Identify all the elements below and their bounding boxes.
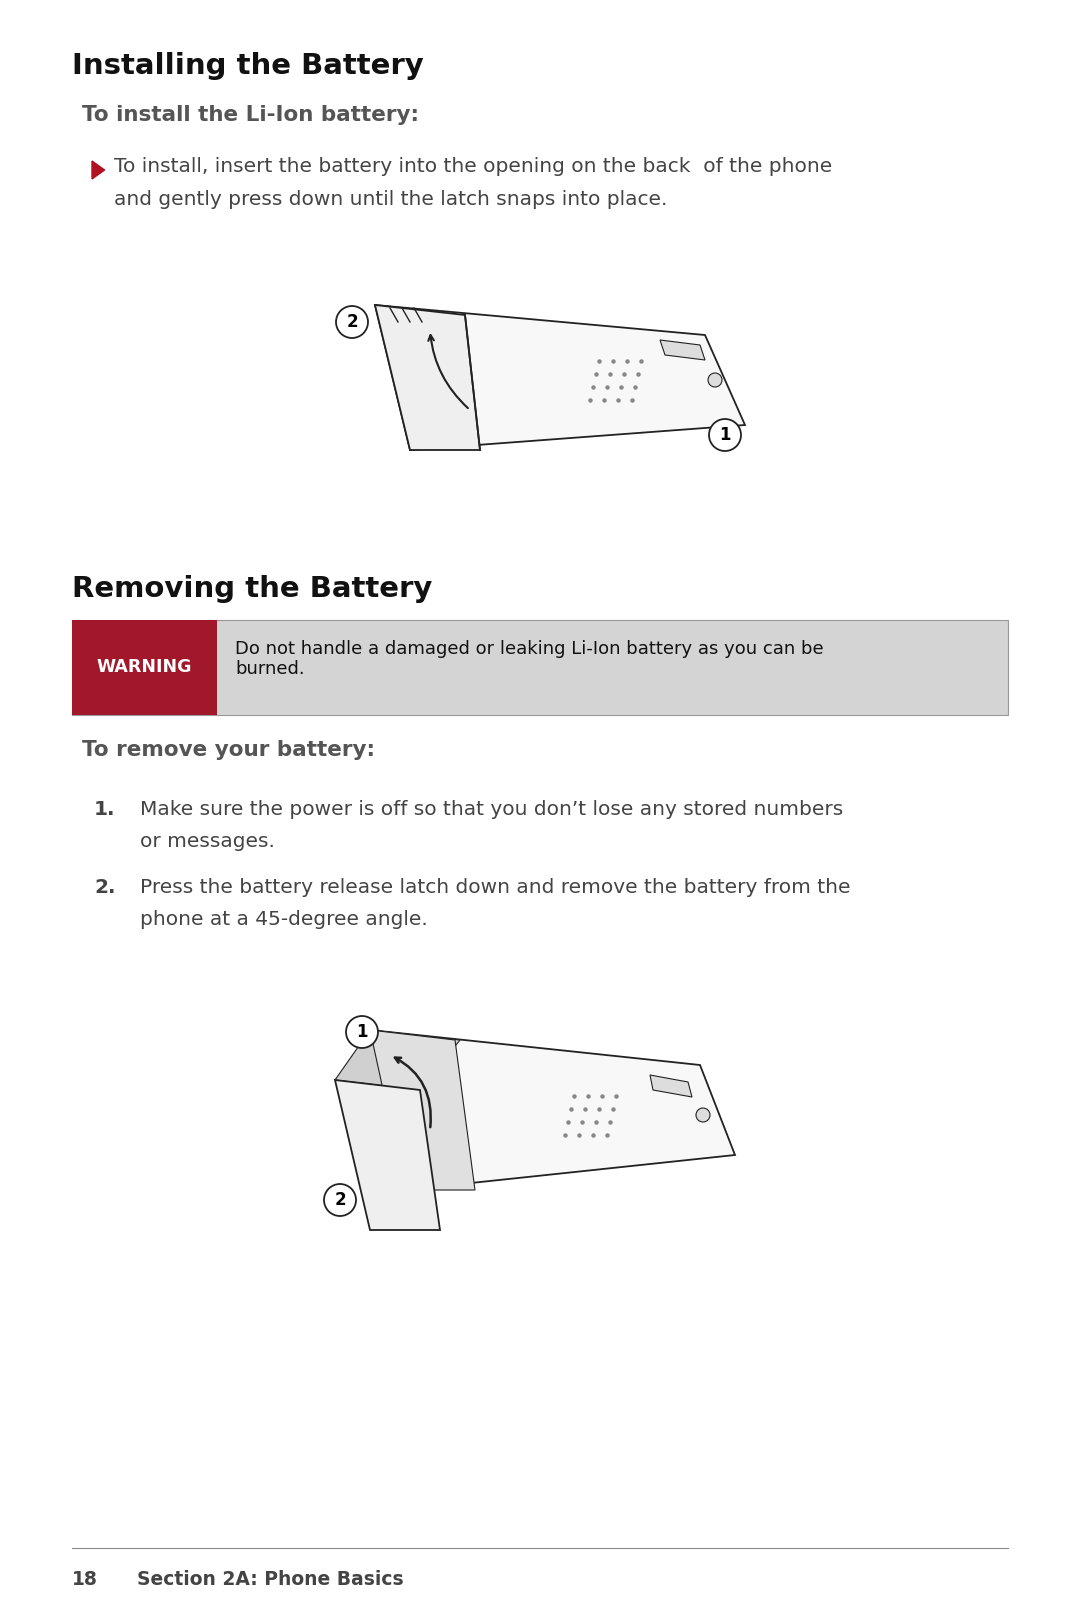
Text: WARNING: WARNING <box>97 658 192 677</box>
Text: To install the Li-Ion battery:: To install the Li-Ion battery: <box>82 105 419 125</box>
Text: 2: 2 <box>347 313 357 330</box>
Text: phone at a 45-degree angle.: phone at a 45-degree angle. <box>140 910 428 928</box>
Text: 18: 18 <box>72 1570 98 1589</box>
Polygon shape <box>335 1030 460 1090</box>
Polygon shape <box>370 1030 735 1191</box>
Text: 2.: 2. <box>94 878 116 897</box>
FancyBboxPatch shape <box>72 620 217 714</box>
Text: Removing the Battery: Removing the Battery <box>72 575 432 603</box>
Text: 1.: 1. <box>94 800 116 820</box>
Text: Installing the Battery: Installing the Battery <box>72 52 423 79</box>
Text: 2: 2 <box>334 1191 346 1209</box>
Text: Press the battery release latch down and remove the battery from the: Press the battery release latch down and… <box>140 878 851 897</box>
Circle shape <box>336 306 368 339</box>
Polygon shape <box>375 305 745 450</box>
Polygon shape <box>660 340 705 360</box>
Text: 1: 1 <box>356 1022 368 1042</box>
Text: or messages.: or messages. <box>140 833 275 851</box>
Circle shape <box>324 1184 356 1217</box>
Text: To install, insert the battery into the opening on the back  of the phone: To install, insert the battery into the … <box>114 157 833 177</box>
Circle shape <box>708 420 741 450</box>
Text: Section 2A: Phone Basics: Section 2A: Phone Basics <box>137 1570 404 1589</box>
Text: Make sure the power is off so that you don’t lose any stored numbers: Make sure the power is off so that you d… <box>140 800 843 820</box>
Polygon shape <box>375 305 480 450</box>
Circle shape <box>708 373 723 387</box>
Polygon shape <box>370 1030 475 1191</box>
Text: burned.: burned. <box>235 659 305 677</box>
Circle shape <box>346 1016 378 1048</box>
Polygon shape <box>92 160 105 178</box>
Polygon shape <box>335 1081 440 1230</box>
Text: To remove your battery:: To remove your battery: <box>82 740 375 760</box>
Text: 1: 1 <box>719 426 731 444</box>
Text: Do not handle a damaged or leaking Li-Ion battery as you can be: Do not handle a damaged or leaking Li-Io… <box>235 640 824 658</box>
FancyBboxPatch shape <box>72 620 1008 714</box>
Circle shape <box>696 1108 710 1123</box>
Text: and gently press down until the latch snaps into place.: and gently press down until the latch sn… <box>114 190 667 209</box>
Polygon shape <box>650 1076 692 1097</box>
